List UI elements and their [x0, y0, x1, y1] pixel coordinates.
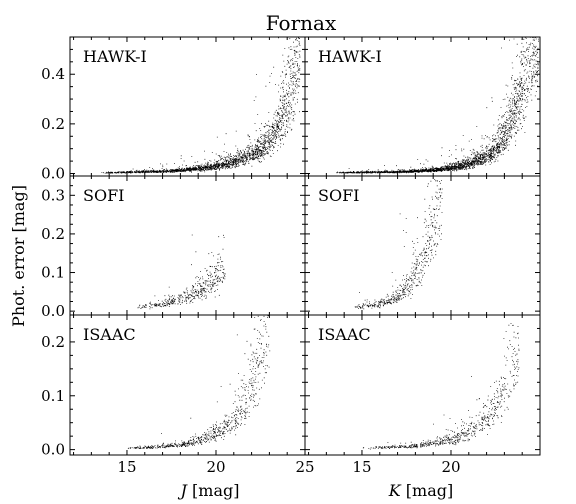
x-axis-label-j-symbol: J	[178, 481, 189, 500]
y-tick-label: 0.0	[41, 165, 65, 183]
x-tick-label: 15	[117, 458, 136, 476]
panel-label: ISAAC	[83, 325, 136, 344]
y-tick-label: 0.1	[41, 387, 65, 405]
x-axis-label-k-symbol: K	[388, 481, 402, 500]
panel-label: SOFI	[318, 186, 360, 205]
y-tick-label: 0.0	[41, 441, 65, 459]
y-tick-label: 0.2	[41, 225, 65, 243]
x-tick-label: 15	[352, 458, 371, 476]
panel-frame	[304, 314, 541, 456]
x-axis-label-j: J [mag]	[178, 481, 240, 500]
scatter-points	[137, 234, 226, 310]
x-tick-label: 20	[441, 458, 460, 476]
x-tick-label: 20	[206, 458, 225, 476]
panel-label: HAWK-I	[83, 47, 147, 66]
panel-label: SOFI	[83, 186, 125, 205]
panel-hawk-i-k: HAWK-I	[304, 36, 541, 177]
y-tick-label: 0.4	[41, 65, 65, 83]
panel-label: ISAAC	[318, 325, 371, 344]
y-tick-label: 0.1	[41, 264, 65, 282]
y-tick-label: 0.0	[41, 302, 65, 320]
y-tick-label: 0.2	[41, 333, 65, 351]
y-axis-label: Phot. error [mag]	[9, 185, 28, 327]
panel-hawk-i-j: HAWK-I 0.0 0.2 0.4	[41, 36, 306, 183]
scatter-points	[354, 179, 443, 310]
y-tick-label: 0.2	[41, 115, 65, 133]
panel-sofi-k: SOFI	[304, 175, 541, 316]
panel-sofi-j: SOFI 0.0 0.1 0.2 0.3	[41, 175, 306, 320]
x-axis-label-k-unit: [mag]	[401, 481, 454, 500]
x-tick-label: 25	[295, 458, 314, 476]
scatter-points	[127, 315, 271, 449]
x-axis-label-j-unit: [mag]	[187, 481, 240, 500]
x-axis-label-k: K [mag]	[388, 481, 453, 500]
chart-title: Fornax	[266, 11, 337, 35]
scatter-points	[362, 323, 520, 450]
y-tick-label: 0.3	[41, 186, 65, 204]
panel-isaac-j: ISAAC 0.0 0.1 0.2 15 20 25	[41, 314, 315, 476]
panel-label: HAWK-I	[318, 47, 382, 66]
panel-isaac-k: ISAAC 15 20	[304, 314, 541, 476]
